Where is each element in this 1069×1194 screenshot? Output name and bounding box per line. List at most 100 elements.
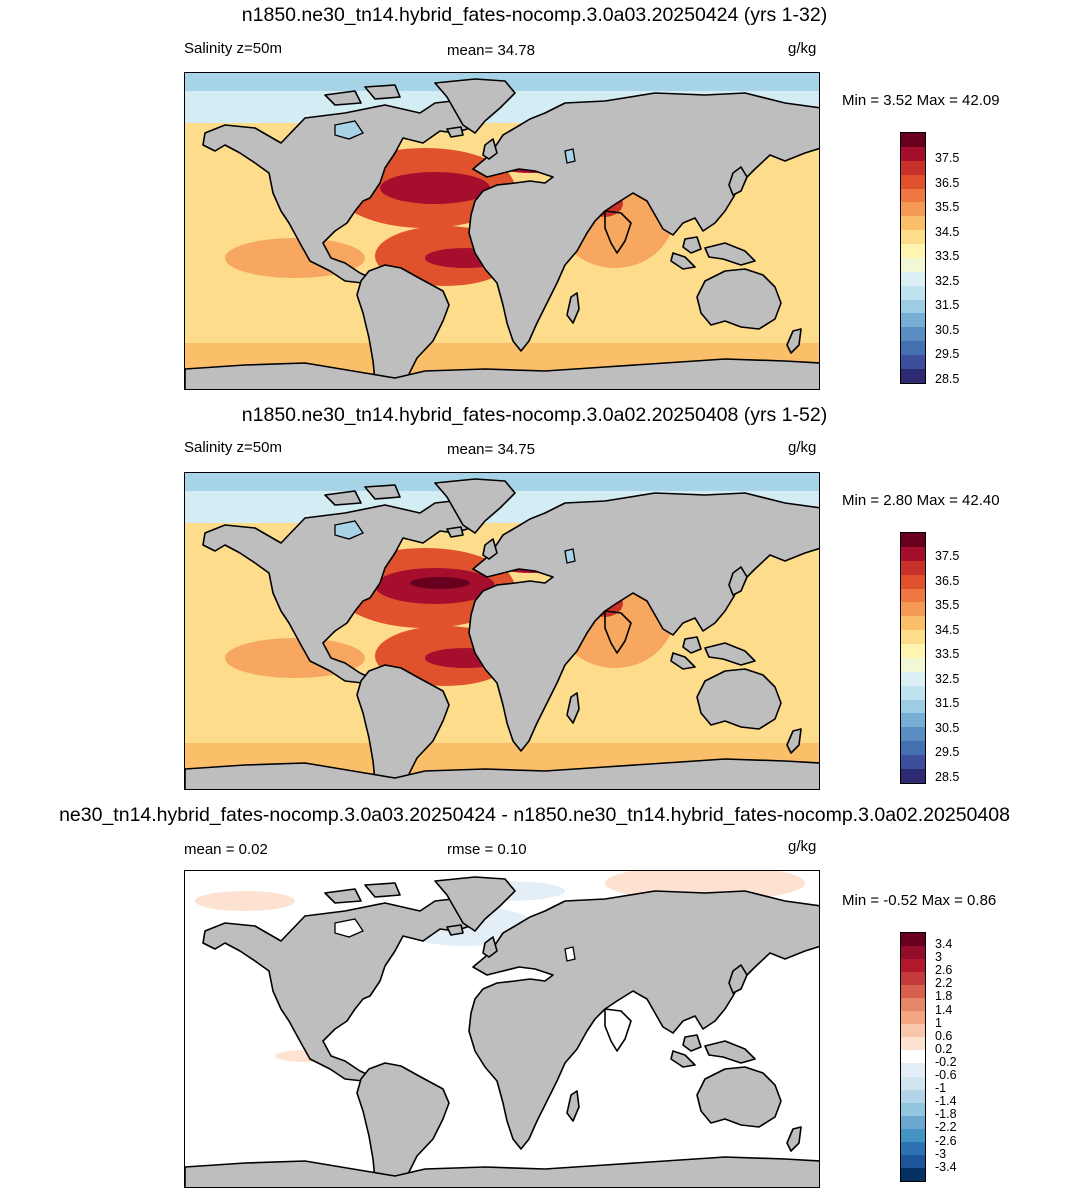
colorbar-tick-label: -2.6 (935, 1133, 957, 1148)
colorbar-swatch (901, 768, 925, 783)
colorbar-swatch (901, 202, 925, 217)
colorbar-tick-label: -0.6 (935, 1068, 957, 1082)
colorbar-tick-label: 29.5 (935, 347, 960, 361)
colorbar-swatch (901, 133, 925, 147)
panel2-minmax: Min = 2.80 Max = 42.40 (842, 492, 1000, 509)
colorbar-tick-label: -3.4 (935, 1159, 957, 1174)
colorbar-swatch (901, 671, 925, 686)
colorbar-tick-label: -1.8 (935, 1107, 957, 1122)
colorbar-swatch (901, 985, 925, 999)
colorbar-swatch (901, 713, 925, 728)
panel3-minmax: Min = -0.52 Max = 0.86 (842, 892, 997, 909)
colorbar-tick-label: 28.5 (935, 769, 960, 784)
colorbar-swatch (901, 685, 925, 700)
colorbar-tick-label: -2.2 (935, 1120, 957, 1135)
panel1-salinity-map (184, 72, 820, 390)
colorbar-swatch (901, 727, 925, 742)
colorbar-swatch (901, 355, 925, 369)
colorbar-swatch (901, 1037, 925, 1051)
colorbar-swatch (901, 946, 925, 960)
panel1-colorbar (900, 132, 926, 384)
colorbar-swatch (901, 1011, 925, 1025)
colorbar-swatch (901, 271, 925, 286)
colorbar-tick-label: 0.6 (935, 1028, 953, 1043)
colorbar-swatch (901, 1050, 925, 1064)
panel2-mean-label: mean= 34.75 (447, 441, 535, 458)
colorbar-tick-label: 1.8 (935, 989, 953, 1004)
colorbar-swatch (901, 216, 925, 231)
colorbar-tick-label: 34.5 (935, 622, 960, 637)
colorbar-swatch (901, 933, 925, 947)
colorbar-swatch (901, 257, 925, 272)
colorbar-tick-label: 28.5 (935, 371, 960, 386)
colorbar-tick-label: 3 (935, 950, 942, 965)
colorbar-swatch (901, 1115, 925, 1129)
colorbar-tick-label: 1.4 (935, 1002, 953, 1017)
panel2-title: n1850.ne30_tn14.hybrid_fates-nocomp.3.0a… (241, 404, 828, 426)
colorbar-swatch (901, 299, 925, 314)
panel3-difference-map (184, 870, 820, 1188)
colorbar-swatch (901, 1089, 925, 1103)
colorbar-swatch (901, 699, 925, 714)
colorbar-tick-label: 30.5 (935, 720, 960, 735)
colorbar-tick-label: 0.2 (935, 1041, 953, 1056)
colorbar-swatch (901, 327, 925, 342)
colorbar-tick-label: 30.5 (935, 322, 960, 337)
colorbar-tick-label: 34.5 (935, 224, 960, 239)
colorbar-swatch (901, 1076, 925, 1090)
colorbar-swatch (901, 1063, 925, 1077)
colorbar-swatch (901, 741, 925, 755)
colorbar-tick-label: 2.6 (935, 963, 953, 978)
colorbar-swatch (901, 657, 925, 672)
colorbar-swatch (901, 174, 925, 189)
colorbar-tick-label: 36.5 (935, 573, 960, 588)
panel1-title: n1850.ne30_tn14.hybrid_fates-nocomp.3.0a… (241, 4, 828, 26)
colorbar-swatch (901, 616, 925, 631)
colorbar-swatch (901, 188, 925, 203)
colorbar-swatch (901, 588, 925, 603)
colorbar-tick-label: 1 (935, 1015, 942, 1030)
colorbar-swatch (901, 1128, 925, 1142)
colorbar-tick-label: 36.5 (935, 175, 960, 190)
colorbar-swatch (901, 1167, 925, 1181)
colorbar-swatch (901, 285, 925, 300)
colorbar-swatch (901, 1024, 925, 1038)
colorbar-tick-label: -1.4 (935, 1094, 957, 1109)
colorbar-tick-label: 2.2 (935, 976, 953, 991)
colorbar-tick-label: 31.5 (935, 696, 960, 710)
panel3-title: ne30_tn14.hybrid_fates-nocomp.3.0a03.202… (59, 804, 1010, 826)
colorbar-tick-label: 32.5 (935, 671, 960, 686)
panel3-mean-label: mean = 0.02 (184, 841, 268, 858)
colorbar-swatch (901, 368, 925, 383)
colorbar-tick-label: 37.5 (935, 549, 960, 563)
colorbar-swatch (901, 160, 925, 175)
colorbar-swatch (901, 1102, 925, 1116)
colorbar-swatch (901, 602, 925, 617)
colorbar-tick-label: 31.5 (935, 298, 960, 312)
colorbar-swatch (901, 313, 925, 328)
colorbar-swatch (901, 341, 925, 355)
colorbar-swatch (901, 546, 925, 561)
colorbar-swatch (901, 560, 925, 575)
panel2-salinity-map (184, 472, 820, 790)
colorbar-swatch (901, 244, 925, 258)
panel2-variable-label: Salinity z=50m (184, 439, 282, 456)
colorbar-swatch (901, 959, 925, 973)
colorbar-tick-label: 29.5 (935, 745, 960, 759)
panel3-rmse-label: rmse = 0.10 (447, 841, 527, 858)
panel1-units-label: g/kg (788, 40, 817, 57)
panel1-minmax: Min = 3.52 Max = 42.09 (842, 92, 1000, 109)
colorbar-swatch (901, 644, 925, 658)
panel1-variable-label: Salinity z=50m (184, 40, 282, 57)
colorbar-swatch (901, 998, 925, 1012)
colorbar-swatch (901, 1141, 925, 1155)
panel3-colorbar (900, 932, 926, 1182)
colorbar-swatch (901, 1154, 925, 1168)
panel1-mean-label: mean= 34.78 (447, 42, 535, 59)
colorbar-tick-label: -0.2 (935, 1054, 957, 1069)
colorbar-tick-label: -3 (935, 1146, 947, 1161)
panel2-colorbar (900, 532, 926, 784)
colorbar-tick-label: 35.5 (935, 598, 960, 612)
colorbar-swatch (901, 630, 925, 644)
colorbar-swatch (901, 972, 925, 986)
